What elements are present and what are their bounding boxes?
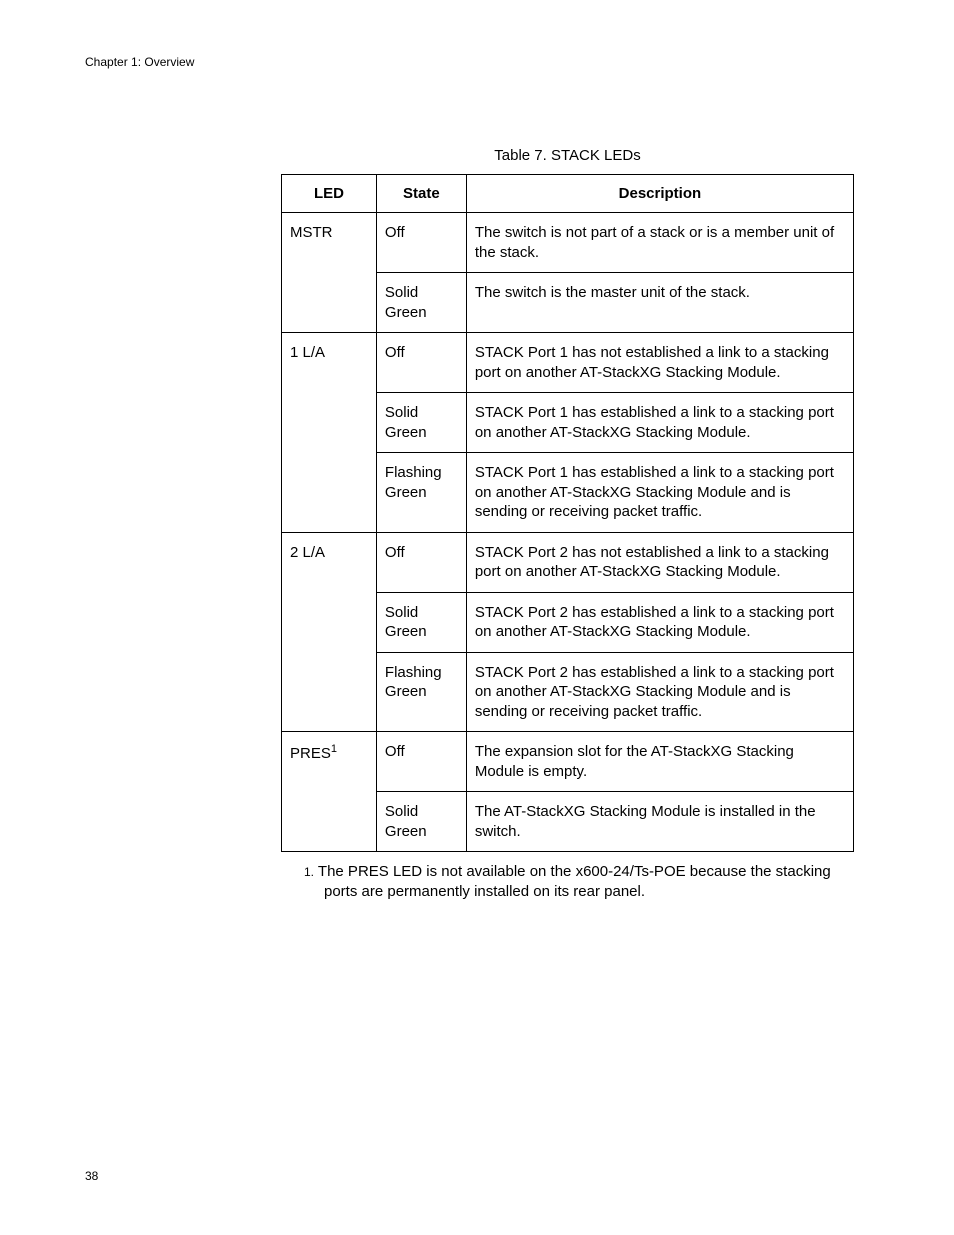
led-pres-text: PRES bbox=[290, 745, 331, 762]
table-row: PRES1 Off The expansion slot for the AT-… bbox=[282, 732, 854, 792]
stack-leds-table: LED State Description MSTR Off The switc… bbox=[281, 174, 854, 852]
cell-state: Flashing Green bbox=[376, 453, 466, 533]
column-header-led: LED bbox=[282, 175, 377, 213]
cell-state: Solid Green bbox=[376, 273, 466, 333]
cell-state: Off bbox=[376, 213, 466, 273]
cell-state: Off bbox=[376, 333, 466, 393]
cell-state: Flashing Green bbox=[376, 652, 466, 732]
footnote-ref: 1 bbox=[331, 743, 337, 755]
cell-state: Solid Green bbox=[376, 592, 466, 652]
cell-description: STACK Port 2 has not established a link … bbox=[466, 532, 853, 592]
table-header-row: LED State Description bbox=[282, 175, 854, 213]
cell-state: Solid Green bbox=[376, 393, 466, 453]
column-header-state: State bbox=[376, 175, 466, 213]
cell-state: Off bbox=[376, 732, 466, 792]
main-content: Table 7. STACK LEDs LED State Descriptio… bbox=[281, 147, 854, 903]
page-header: Chapter 1: Overview bbox=[85, 55, 194, 69]
cell-description: STACK Port 2 has established a link to a… bbox=[466, 592, 853, 652]
cell-description: The expansion slot for the AT-StackXG St… bbox=[466, 732, 853, 792]
cell-led: 2 L/A bbox=[282, 532, 377, 732]
column-header-description: Description bbox=[466, 175, 853, 213]
footnote-text: The PRES LED is not available on the x60… bbox=[318, 863, 831, 900]
cell-led: MSTR bbox=[282, 213, 377, 333]
cell-state: Off bbox=[376, 532, 466, 592]
cell-state: Solid Green bbox=[376, 792, 466, 852]
cell-led: 1 L/A bbox=[282, 333, 377, 533]
table-caption: Table 7. STACK LEDs bbox=[281, 147, 854, 164]
footnote-number: 1. bbox=[304, 865, 314, 879]
table-row: 2 L/A Off STACK Port 2 has not establish… bbox=[282, 532, 854, 592]
footnote: 1. The PRES LED is not available on the … bbox=[304, 862, 854, 903]
cell-description: STACK Port 1 has established a link to a… bbox=[466, 453, 853, 533]
cell-description: STACK Port 1 has not established a link … bbox=[466, 333, 853, 393]
chapter-label: Chapter 1: Overview bbox=[85, 55, 194, 69]
table-row: MSTR Off The switch is not part of a sta… bbox=[282, 213, 854, 273]
cell-description: The AT-StackXG Stacking Module is instal… bbox=[466, 792, 853, 852]
table-row: 1 L/A Off STACK Port 1 has not establish… bbox=[282, 333, 854, 393]
page-number: 38 bbox=[85, 1169, 98, 1183]
cell-description: STACK Port 2 has established a link to a… bbox=[466, 652, 853, 732]
cell-description: The switch is not part of a stack or is … bbox=[466, 213, 853, 273]
cell-description: STACK Port 1 has established a link to a… bbox=[466, 393, 853, 453]
cell-led: PRES1 bbox=[282, 732, 377, 852]
cell-description: The switch is the master unit of the sta… bbox=[466, 273, 853, 333]
table-body: MSTR Off The switch is not part of a sta… bbox=[282, 213, 854, 852]
